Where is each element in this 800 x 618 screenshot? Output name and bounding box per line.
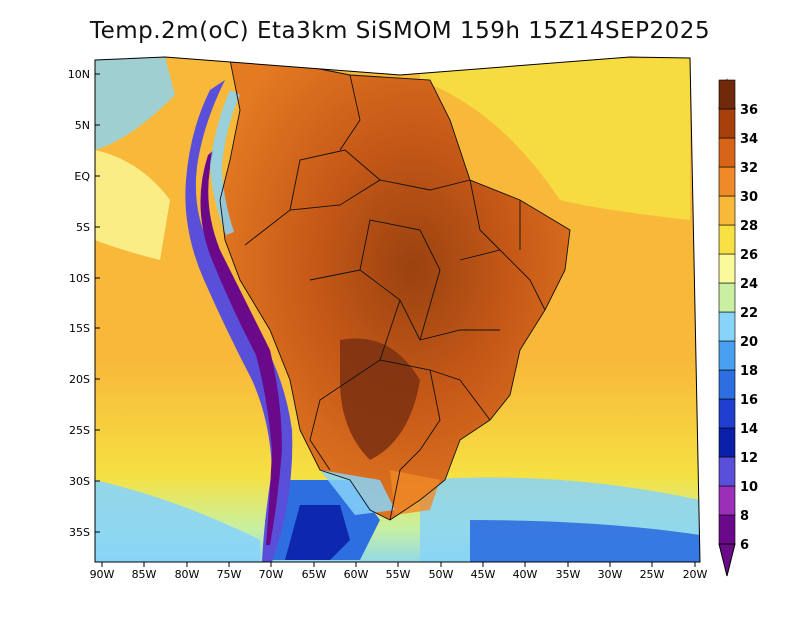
lon-label: 30W bbox=[598, 568, 623, 581]
northern-andes-cool bbox=[210, 90, 240, 235]
lon-label: 40W bbox=[513, 568, 538, 581]
lon-ticks bbox=[101, 562, 696, 567]
lat-label: 15S bbox=[69, 322, 90, 335]
colorbar-cell bbox=[718, 340, 736, 371]
colorbar-label: 32 bbox=[740, 161, 758, 176]
colorbar-cell bbox=[718, 253, 736, 284]
lon-label: 50W bbox=[429, 568, 454, 581]
colorbar-label: 10 bbox=[740, 480, 758, 495]
lon-label: 20W bbox=[683, 568, 708, 581]
colorbar-label: 22 bbox=[740, 306, 758, 321]
colorbar-cell bbox=[718, 369, 736, 400]
lon-label: 55W bbox=[386, 568, 411, 581]
lon-label: 75W bbox=[217, 568, 242, 581]
lon-label: 90W bbox=[90, 568, 115, 581]
map-frame bbox=[94, 56, 701, 563]
colorbar-label: 20 bbox=[740, 335, 758, 350]
lat-label: 5S bbox=[76, 221, 90, 234]
colorbar-cell bbox=[718, 166, 736, 197]
colorbar-label: 26 bbox=[740, 248, 758, 263]
cold-ocean-southwest bbox=[95, 480, 260, 562]
lon-label: 80W bbox=[175, 568, 200, 581]
colorbar-cell bbox=[718, 398, 736, 429]
lat-label: EQ bbox=[74, 170, 90, 183]
colorbar-label: 24 bbox=[740, 277, 758, 292]
lon-label: 65W bbox=[302, 568, 327, 581]
andes-coldest-band bbox=[200, 150, 282, 545]
lat-label: 35S bbox=[69, 526, 90, 539]
colorbar-label: 14 bbox=[740, 422, 758, 437]
colorbar-cell bbox=[718, 514, 736, 545]
colorbar-bottom-arrow bbox=[718, 543, 736, 577]
south-america-hot-region bbox=[220, 60, 570, 520]
colorbar-cells bbox=[718, 79, 736, 545]
colorbar-cell bbox=[718, 137, 736, 168]
lat-label: 30S bbox=[69, 475, 90, 488]
colorbar-cell bbox=[718, 427, 736, 458]
lon-label: 85W bbox=[132, 568, 157, 581]
lon-label: 25W bbox=[640, 568, 665, 581]
pampas-cool bbox=[320, 470, 395, 515]
lon-label: 70W bbox=[259, 568, 284, 581]
lon-label: 45W bbox=[471, 568, 496, 581]
andes-cold-band bbox=[185, 80, 293, 562]
colorbar-cell bbox=[718, 282, 736, 313]
colorbar-label: 30 bbox=[740, 190, 758, 205]
colorbar-label: 36 bbox=[740, 103, 758, 118]
colorbar-label: 8 bbox=[740, 509, 749, 524]
colorbar-cell bbox=[718, 108, 736, 139]
colorbar-cell bbox=[718, 224, 736, 255]
mild-ocean-west bbox=[95, 150, 170, 260]
lon-label: 60W bbox=[344, 568, 369, 581]
lat-label: 25S bbox=[69, 424, 90, 437]
colorbar-label: 18 bbox=[740, 364, 758, 379]
longitude-axis: 90W 85W 80W 75W 70W 65W 60W 55W 50W 45W … bbox=[90, 562, 708, 581]
latitude-axis: 10N 5N EQ 5S 10S 15S 20S 25S 30S 35S bbox=[68, 68, 100, 539]
colorbar-cell bbox=[718, 195, 736, 226]
colorbar-cell bbox=[718, 311, 736, 342]
political-borders bbox=[219, 59, 571, 521]
colorbar-cell bbox=[718, 456, 736, 487]
uruguay-mild bbox=[390, 470, 440, 515]
colorbar-label: 16 bbox=[740, 393, 758, 408]
lat-label: 5N bbox=[75, 119, 90, 132]
lat-label: 10N bbox=[68, 68, 90, 81]
colorbar-cell bbox=[718, 79, 736, 110]
colorbar: 6 8 10 12 14 16 18 20 22 24 26 28 30 32 … bbox=[718, 78, 758, 577]
lat-ticks bbox=[95, 73, 100, 533]
map-title: Temp.2m(oC) Eta3km SiSMOM 159h 15Z14SEP2… bbox=[89, 18, 711, 44]
patagonia-colder bbox=[285, 505, 350, 560]
lon-label: 35W bbox=[556, 568, 581, 581]
colorbar-label: 34 bbox=[740, 132, 758, 147]
lat-label: 10S bbox=[69, 272, 90, 285]
colorbar-cell bbox=[718, 485, 736, 516]
lat-label: 20S bbox=[69, 373, 90, 386]
hottest-core bbox=[340, 338, 420, 460]
colorbar-label: 6 bbox=[740, 538, 749, 553]
cool-ocean-northwest bbox=[95, 57, 175, 150]
warm-ocean-north bbox=[420, 58, 690, 220]
colorbar-label: 28 bbox=[740, 219, 758, 234]
colorbar-label: 12 bbox=[740, 451, 758, 466]
cold-ocean-deep bbox=[470, 520, 700, 562]
temperature-field bbox=[95, 57, 700, 562]
